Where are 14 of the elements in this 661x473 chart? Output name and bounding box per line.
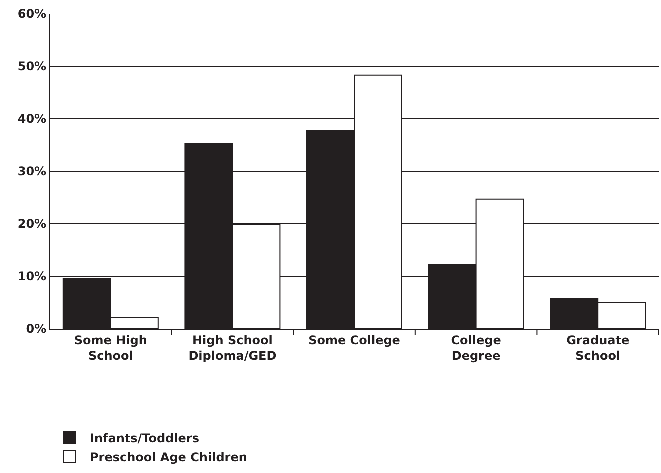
x-tick-label: High School Diploma/GED bbox=[188, 333, 277, 363]
x-tick-label: Some High School bbox=[74, 333, 148, 363]
y-tick-label: 20% bbox=[18, 217, 47, 232]
x-tick-label: College Degree bbox=[451, 333, 502, 363]
legend-label: Preschool Age Children bbox=[90, 450, 248, 465]
legend-label: Infants/Toddlers bbox=[90, 432, 200, 446]
x-tick-label: Some College bbox=[308, 333, 400, 348]
y-tick-label: 40% bbox=[18, 112, 47, 126]
x-tick-label: Graduate School bbox=[566, 333, 630, 363]
y-tick-label: 50% bbox=[18, 60, 47, 74]
y-tick-label: 10% bbox=[18, 270, 47, 284]
y-tick-label: 0% bbox=[26, 322, 47, 336]
y-tick-label: 60% bbox=[18, 7, 47, 22]
y-tick-label: 30% bbox=[18, 164, 47, 179]
